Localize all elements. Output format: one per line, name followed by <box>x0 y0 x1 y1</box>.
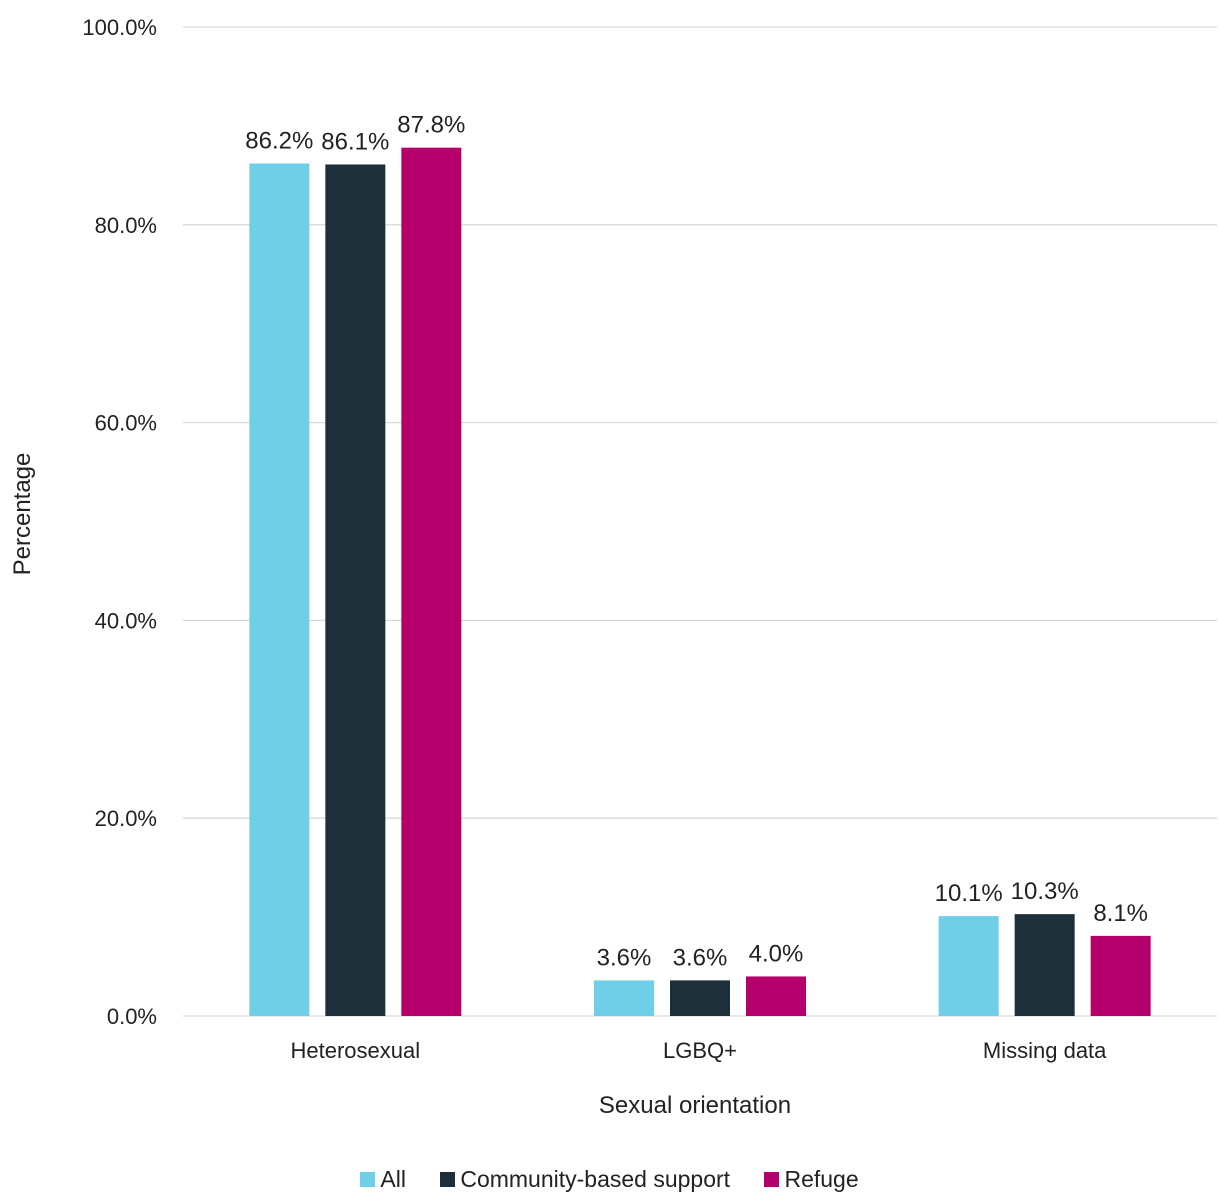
data-label-refuge: 8.1% <box>1093 900 1148 927</box>
data-label-community-based-support: 3.6% <box>673 944 728 971</box>
legend-item-all: All <box>360 1166 406 1193</box>
legend-label-refuge: Refuge <box>784 1166 859 1192</box>
data-label-all: 86.2% <box>245 127 313 154</box>
data-label-all: 10.1% <box>935 880 1003 907</box>
bar-refuge <box>401 147 462 1016</box>
data-label-community-based-support: 10.3% <box>1011 878 1079 905</box>
bar-community-based-support <box>1014 914 1075 1016</box>
y-tick-label: 60.0% <box>95 411 157 436</box>
legend: All Community-based support Refuge <box>0 1166 1219 1193</box>
y-tick-label: 40.0% <box>95 608 157 633</box>
bar-all <box>938 916 999 1016</box>
legend-item-refuge: Refuge <box>764 1166 859 1193</box>
bar-refuge <box>746 976 806 1016</box>
x-axis-title: Sexual orientation <box>599 1092 791 1119</box>
y-tick-label: 80.0% <box>95 213 157 238</box>
x-category-label: Heterosexual <box>291 1038 421 1063</box>
legend-swatch-community-based-support <box>440 1172 456 1187</box>
data-label-community-based-support: 86.1% <box>321 128 389 155</box>
y-tick-label: 20.0% <box>95 806 157 831</box>
bar-community-based-support <box>670 980 730 1016</box>
y-axis-title: Percentage <box>9 453 36 576</box>
y-tick-label: 100.0% <box>82 15 157 40</box>
y-tick-label: 0.0% <box>107 1004 157 1029</box>
legend-label-community-based-support: Community-based support <box>460 1166 731 1192</box>
y-axis-ticks: 0.0% 20.0% 40.0% 60.0% 80.0% 100.0% <box>82 15 157 1029</box>
bar-community-based-support <box>325 164 386 1016</box>
bar-refuge <box>1090 935 1151 1016</box>
x-axis-categories: Heterosexual LGBQ+ Missing data <box>291 1038 1108 1063</box>
legend-swatch-refuge <box>764 1172 780 1187</box>
legend-item-community-based-support: Community-based support <box>440 1166 730 1193</box>
x-category-label: Missing data <box>983 1038 1107 1063</box>
data-label-refuge: 87.8% <box>397 112 465 139</box>
bar-all <box>249 163 310 1016</box>
data-label-refuge: 4.0% <box>749 940 804 967</box>
legend-label-all: All <box>380 1166 406 1192</box>
x-category-label: LGBQ+ <box>663 1038 737 1063</box>
bars <box>249 147 1151 1016</box>
data-label-all: 3.6% <box>597 944 652 971</box>
bar-all <box>594 980 654 1016</box>
legend-swatch-all <box>360 1172 376 1187</box>
data-labels: 86.2% 86.1% 87.8% 3.6% 3.6% 4.0% 10.1% 10.3% 8.1… <box>245 112 1148 972</box>
